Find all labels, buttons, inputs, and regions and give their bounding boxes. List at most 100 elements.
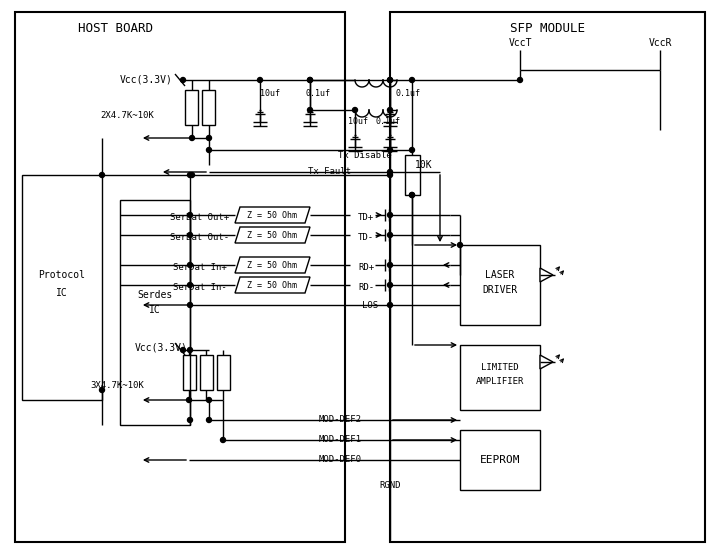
Circle shape [207, 135, 212, 140]
Text: SerDat In+: SerDat In+ [173, 262, 227, 271]
Text: EEPROM: EEPROM [480, 455, 521, 465]
Text: MOD-DEF2: MOD-DEF2 [318, 416, 361, 424]
Bar [22, 175, 102, 400]
Text: 10K: 10K [415, 160, 433, 170]
Text: RD+: RD+ [358, 262, 374, 271]
Polygon shape [235, 227, 310, 243]
Text: Z = 50 Ohm: Z = 50 Ohm [247, 261, 297, 270]
Circle shape [387, 77, 392, 82]
Polygon shape [540, 355, 553, 369]
Polygon shape [235, 257, 310, 273]
Circle shape [187, 262, 192, 267]
Circle shape [99, 388, 104, 393]
Circle shape [187, 232, 192, 237]
Circle shape [189, 173, 194, 178]
Circle shape [387, 148, 392, 153]
Bar [15, 12, 345, 542]
Text: Z = 50 Ohm: Z = 50 Ohm [247, 281, 297, 290]
Circle shape [307, 77, 312, 82]
Circle shape [187, 418, 192, 423]
Text: MOD-DEF1: MOD-DEF1 [318, 436, 361, 444]
Polygon shape [235, 277, 310, 293]
Text: Vcc(3.3V): Vcc(3.3V) [120, 75, 173, 85]
Circle shape [387, 232, 392, 237]
Text: MOD-DEF0: MOD-DEF0 [318, 456, 361, 465]
Text: HOST BOARD: HOST BOARD [78, 22, 153, 35]
Circle shape [187, 302, 192, 307]
Text: VccT: VccT [508, 38, 532, 48]
Polygon shape [540, 268, 553, 282]
Circle shape [181, 348, 186, 353]
Circle shape [207, 418, 212, 423]
Circle shape [207, 148, 212, 153]
Text: LOS: LOS [362, 300, 378, 310]
Bar [217, 355, 230, 390]
Text: 3X4.7K~10K: 3X4.7K~10K [90, 380, 144, 389]
Circle shape [181, 77, 186, 82]
Text: LASER: LASER [485, 270, 515, 280]
Bar [200, 355, 213, 390]
Bar [202, 90, 215, 125]
Text: TD-: TD- [358, 232, 374, 242]
Circle shape [99, 173, 104, 178]
Text: 0.1uf: 0.1uf [375, 118, 400, 126]
Text: SerDat Out+: SerDat Out+ [171, 213, 230, 222]
Polygon shape [235, 207, 310, 223]
Bar [183, 355, 196, 390]
Bar [405, 155, 420, 195]
Text: SerDat In-: SerDat In- [173, 282, 227, 291]
Circle shape [353, 108, 358, 113]
Circle shape [387, 169, 392, 174]
Bar [120, 200, 190, 425]
Circle shape [307, 77, 312, 82]
Text: Protocol: Protocol [38, 270, 86, 280]
Circle shape [410, 193, 415, 198]
Text: DRIVER: DRIVER [482, 285, 518, 295]
Text: 2X4.7K~10K: 2X4.7K~10K [100, 110, 154, 120]
Bar [460, 245, 540, 325]
Circle shape [387, 77, 392, 82]
Text: 0.1uf: 0.1uf [305, 89, 330, 97]
Circle shape [387, 173, 392, 178]
Circle shape [387, 302, 392, 307]
Text: LIMITED: LIMITED [481, 364, 519, 373]
Circle shape [187, 282, 192, 287]
Circle shape [387, 282, 392, 287]
Circle shape [186, 398, 192, 403]
Text: Serdes: Serdes [138, 290, 173, 300]
Text: VccR: VccR [648, 38, 672, 48]
Text: TD+: TD+ [358, 213, 374, 222]
Circle shape [457, 242, 462, 247]
Circle shape [387, 213, 392, 217]
Circle shape [307, 108, 312, 113]
Text: 10uf: 10uf [260, 89, 280, 97]
Text: Tx Fault: Tx Fault [308, 168, 351, 177]
Circle shape [187, 173, 192, 178]
Text: SFP MODULE: SFP MODULE [510, 22, 585, 35]
Circle shape [387, 108, 392, 113]
Circle shape [410, 193, 415, 198]
Circle shape [410, 77, 415, 82]
Text: Vcc(3.3V): Vcc(3.3V) [135, 343, 188, 353]
Text: AMPLIFIER: AMPLIFIER [476, 378, 524, 387]
Circle shape [187, 348, 192, 353]
Bar [390, 12, 705, 542]
Text: IC: IC [56, 288, 68, 298]
Bar [460, 430, 540, 490]
Text: Tx Disable: Tx Disable [338, 150, 392, 159]
Text: Z = 50 Ohm: Z = 50 Ohm [247, 231, 297, 240]
Text: 0.1uf: 0.1uf [395, 89, 420, 97]
Text: Z = 50 Ohm: Z = 50 Ohm [247, 211, 297, 219]
Circle shape [258, 77, 263, 82]
Text: SerDat Out-: SerDat Out- [171, 232, 230, 242]
Circle shape [387, 262, 392, 267]
Text: 10uf: 10uf [348, 118, 368, 126]
Bar [185, 90, 198, 125]
Circle shape [189, 135, 194, 140]
Text: IC: IC [149, 305, 161, 315]
Circle shape [187, 213, 192, 217]
Circle shape [207, 398, 212, 403]
Circle shape [410, 148, 415, 153]
Text: RD-: RD- [358, 282, 374, 291]
Circle shape [518, 77, 523, 82]
